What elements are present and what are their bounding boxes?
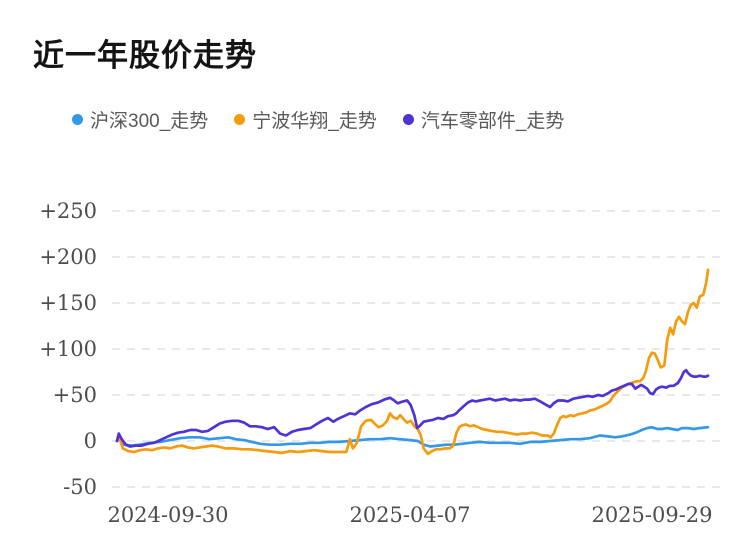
legend-dot-icon (402, 114, 414, 125)
x-axis-label: 2025-04-07 (349, 503, 470, 527)
y-axis-label: +50 (53, 383, 97, 407)
y-axis-label: +200 (39, 245, 97, 269)
legend-item-2[interactable]: 汽车零部件_走势 (402, 106, 565, 133)
legend-item-label: 宁波华翔_走势 (252, 111, 377, 132)
legend-item-label: 沪深300_走势 (90, 111, 209, 132)
x-axis-label: 2025-09-29 (591, 503, 712, 527)
legend-item-0[interactable]: 沪深300_走势 (72, 106, 208, 133)
legend-dot-icon (234, 114, 246, 125)
y-axis-label: -50 (63, 475, 97, 499)
legend-dot-icon (72, 114, 83, 125)
page-title: 近一年股价走势 (33, 38, 257, 73)
series-line-1 (115, 268, 710, 456)
x-axis-label: 2024-09-30 (107, 503, 228, 527)
series-line-0 (115, 425, 710, 448)
y-axis-label: 0 (84, 429, 97, 453)
series-line-2 (115, 368, 710, 448)
legend-item-label: 汽车零部件_走势 (420, 111, 565, 132)
chart-legend: 沪深300_走势 宁波华翔_走势 汽车零部件_走势 (72, 106, 564, 133)
legend-item-1[interactable]: 宁波华翔_走势 (234, 106, 377, 133)
y-axis-label: +100 (39, 337, 97, 361)
y-axis-label: +150 (39, 291, 97, 315)
y-axis-label: +250 (39, 199, 97, 223)
